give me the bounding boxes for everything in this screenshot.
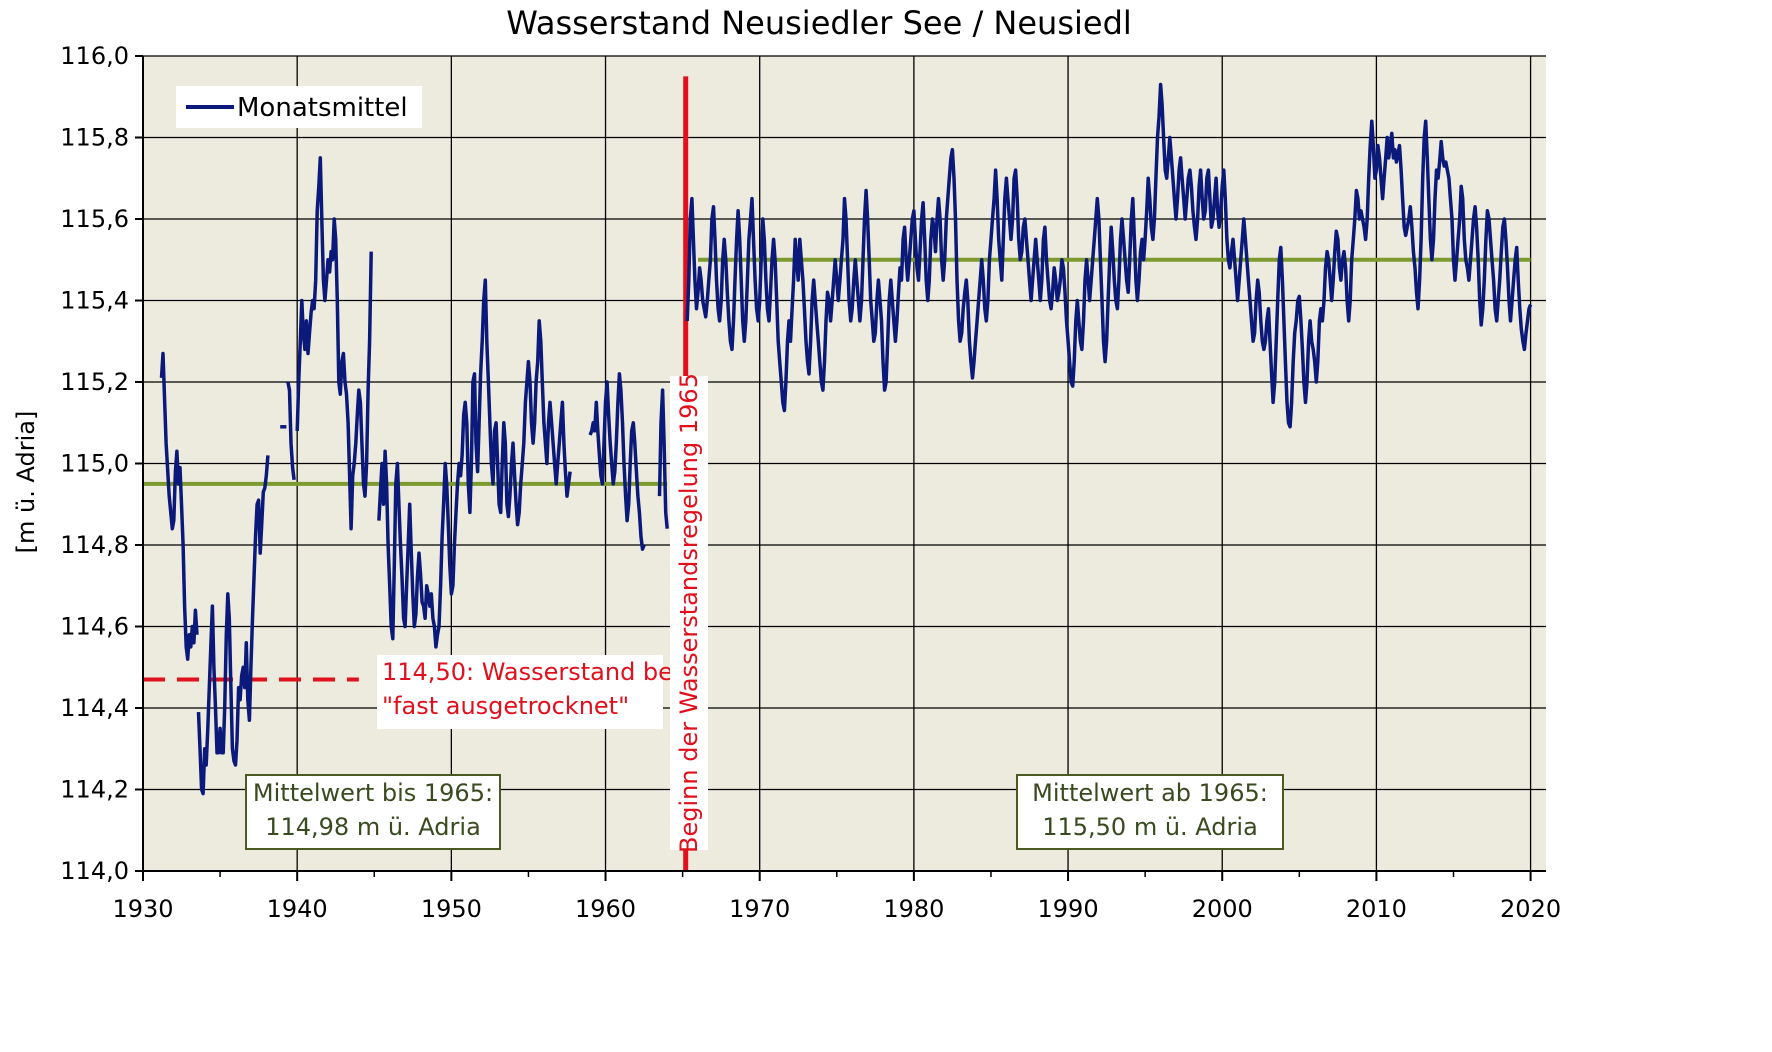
y-axis-label: [m ü. Adria] xyxy=(12,411,40,554)
y-tick-label: 114,8 xyxy=(60,531,129,559)
series-segment xyxy=(588,372,646,551)
series-segment xyxy=(159,351,199,661)
series-segment xyxy=(657,388,669,529)
y-tick-label: 116,0 xyxy=(60,42,129,70)
event-annotation: Beginn der Wasserstandsregelung 1965 xyxy=(670,373,708,853)
x-axis-ticks: 1930 1940 1950 1960 1970 1980 1990 2000 2010 2020 xyxy=(112,871,1561,923)
series-segment xyxy=(196,455,270,796)
y-tick-label: 115,4 xyxy=(60,287,129,315)
series-monatsmittel xyxy=(159,82,1533,796)
legend-entry-monatsmittel: Monatsmittel xyxy=(237,93,408,123)
series-segment xyxy=(377,278,572,649)
mean-before-annotation: Mittelwert bis 1965: 114,98 m ü. Adria xyxy=(245,774,501,850)
legend: Monatsmittel xyxy=(176,86,422,128)
series-segment xyxy=(286,381,296,481)
mean-before-box xyxy=(245,774,501,850)
y-tick-label: 115,0 xyxy=(60,450,129,478)
mean-before-line2: 114,98 m ü. Adria xyxy=(265,813,481,841)
y-axis-ticks: 114,0 114,2 114,4 114,6 114,8 115,0 115,2 115,4… xyxy=(60,42,143,885)
mean-before-line1: Mittelwert bis 1965: xyxy=(253,779,493,807)
mean-after-line2: 115,50 m ü. Adria xyxy=(1042,813,1258,841)
y-tick-label: 114,4 xyxy=(60,694,129,722)
y-tick-label: 114,0 xyxy=(60,857,129,885)
event-label-box xyxy=(670,376,708,850)
grid xyxy=(142,55,1546,872)
x-tick-label: 2010 xyxy=(1346,895,1407,923)
mean-after-annotation: Mittelwert ab 1965: 115,50 m ü. Adria xyxy=(1016,774,1284,850)
x-tick-label: 1990 xyxy=(1038,895,1099,923)
mean-after-line1: Mittelwert ab 1965: xyxy=(1032,779,1268,807)
x-tick-label: 1960 xyxy=(575,895,636,923)
series-segment xyxy=(295,156,373,531)
y-tick-label: 114,6 xyxy=(60,613,129,641)
x-tick-label: 1940 xyxy=(267,895,328,923)
threshold-label-line2: "fast ausgetrocknet" xyxy=(382,692,629,720)
y-tick-label: 115,8 xyxy=(60,124,129,152)
x-tick-label: 2000 xyxy=(1192,895,1253,923)
x-tick-label: 1970 xyxy=(729,895,790,923)
y-tick-label: 115,2 xyxy=(60,368,129,396)
x-tick-label: 2020 xyxy=(1500,895,1561,923)
threshold-label-line1: 114,50: Wasserstand bei xyxy=(382,658,680,686)
y-tick-label: 115,6 xyxy=(60,205,129,233)
x-tick-label: 1980 xyxy=(883,895,944,923)
event-label: Beginn der Wasserstandsregelung 1965 xyxy=(675,373,703,853)
mean-after-box xyxy=(1016,774,1284,850)
chart-title: Wasserstand Neusiedler See / Neusiedl xyxy=(506,4,1132,42)
x-tick-label: 1950 xyxy=(421,895,482,923)
threshold-label-box xyxy=(377,655,663,729)
series-segment xyxy=(685,82,1533,429)
x-tick-label: 1930 xyxy=(112,895,173,923)
threshold-annotation: 114,50: Wasserstand bei "fast ausgetrock… xyxy=(377,655,680,729)
y-tick-label: 114,2 xyxy=(60,776,129,804)
